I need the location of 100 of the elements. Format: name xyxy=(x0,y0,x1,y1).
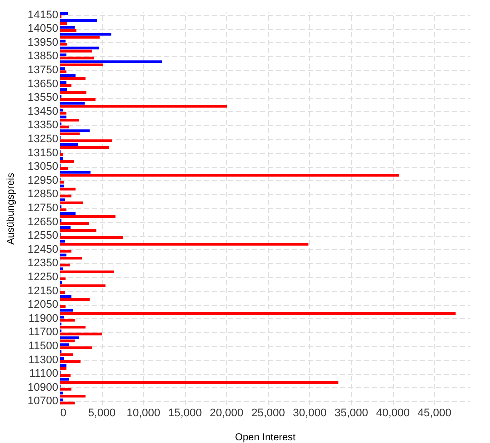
bar xyxy=(60,374,71,378)
bar xyxy=(60,240,65,243)
bar xyxy=(60,312,456,315)
bar xyxy=(60,202,84,205)
bar xyxy=(60,354,74,356)
bar xyxy=(60,198,65,202)
y-tick-label: 11500 xyxy=(28,340,58,353)
x-tick-label: 0 xyxy=(60,408,67,420)
y-tick-label: 12350 xyxy=(28,258,58,270)
bar xyxy=(60,264,70,267)
bar xyxy=(60,130,90,132)
bar xyxy=(60,50,92,53)
x-axis-title: Open Interest xyxy=(235,432,296,443)
bar xyxy=(60,402,75,405)
y-tick-label: 13450 xyxy=(28,106,58,118)
bar xyxy=(60,378,70,381)
bar xyxy=(60,344,70,346)
y-tick-label: 11700 xyxy=(28,326,58,339)
y-tick-label: 12550 xyxy=(28,230,58,242)
bar xyxy=(60,68,65,70)
x-tick-label: 25,000 xyxy=(252,408,286,420)
bar xyxy=(60,392,64,395)
bar xyxy=(60,256,82,260)
bar xyxy=(60,181,64,184)
y-tick-label: 13650 xyxy=(28,78,58,90)
bar xyxy=(60,88,68,92)
bar xyxy=(60,132,80,136)
y-tick-label: 12950 xyxy=(28,174,58,187)
bar xyxy=(60,140,112,142)
y-tick-label: 12750 xyxy=(28,202,58,214)
bar xyxy=(60,112,67,115)
bar xyxy=(60,208,67,212)
bar xyxy=(60,26,75,29)
bar xyxy=(60,105,228,108)
x-tick-label: 30,000 xyxy=(293,408,327,420)
bar xyxy=(60,229,97,232)
y-tick-label: 12050 xyxy=(28,299,58,312)
bar xyxy=(60,33,112,36)
bar xyxy=(60,167,68,170)
y-tick-label: 13350 xyxy=(28,120,58,132)
bar xyxy=(60,157,64,160)
bar xyxy=(60,226,71,230)
y-tick-label: 13950 xyxy=(28,36,58,49)
bar xyxy=(60,91,87,94)
bar xyxy=(60,143,78,146)
bar xyxy=(60,212,76,216)
x-tick-label: 40,000 xyxy=(376,408,410,420)
bar xyxy=(60,19,98,22)
bar xyxy=(60,236,124,240)
bar xyxy=(60,54,67,57)
bar xyxy=(60,278,66,280)
bar xyxy=(60,171,91,174)
bar xyxy=(60,98,96,102)
bar xyxy=(60,268,64,270)
bar xyxy=(60,43,68,46)
x-tick-label: 5,000 xyxy=(88,408,116,420)
bar xyxy=(60,40,66,43)
bar xyxy=(60,46,100,50)
y-tick-label: 12650 xyxy=(28,216,58,228)
bar xyxy=(60,394,86,398)
y-tick-label: 12150 xyxy=(28,285,58,298)
bar xyxy=(60,108,64,112)
bar xyxy=(60,326,86,329)
bar xyxy=(60,381,339,384)
y-tick-label: 13850 xyxy=(28,50,58,63)
bar xyxy=(60,22,68,26)
y-tick-label: 13150 xyxy=(28,147,58,160)
y-tick-label: 12250 xyxy=(28,272,58,284)
bar xyxy=(60,78,86,80)
bar xyxy=(60,216,116,218)
bar xyxy=(60,336,80,340)
y-tick-label: 14050 xyxy=(28,23,58,36)
bar xyxy=(60,56,94,60)
bar xyxy=(60,60,162,64)
bar xyxy=(60,70,67,74)
x-tick-label: 15,000 xyxy=(168,408,202,420)
y-tick-label: 12850 xyxy=(28,188,58,201)
bar xyxy=(60,298,90,302)
y-tick-label: 12450 xyxy=(28,244,58,256)
bar xyxy=(60,29,77,32)
y-tick-label: 10900 xyxy=(28,382,58,394)
bar xyxy=(60,360,81,364)
bar xyxy=(60,153,64,156)
bar xyxy=(60,243,309,246)
bar xyxy=(60,319,75,322)
bar xyxy=(60,64,104,67)
bar xyxy=(60,346,92,350)
bar xyxy=(60,250,72,253)
y-tick-label: 11900 xyxy=(28,312,58,325)
bar xyxy=(60,270,114,274)
bar xyxy=(60,388,72,391)
bar xyxy=(60,188,76,191)
y-tick-label: 10700 xyxy=(28,396,58,408)
bar xyxy=(60,291,65,294)
bar xyxy=(60,74,76,78)
y-tick-label: 13050 xyxy=(28,161,58,174)
bar xyxy=(60,316,64,319)
y-tick-label: 11300 xyxy=(28,354,58,366)
x-tick-label: 35,000 xyxy=(334,408,368,420)
bar xyxy=(60,146,110,150)
